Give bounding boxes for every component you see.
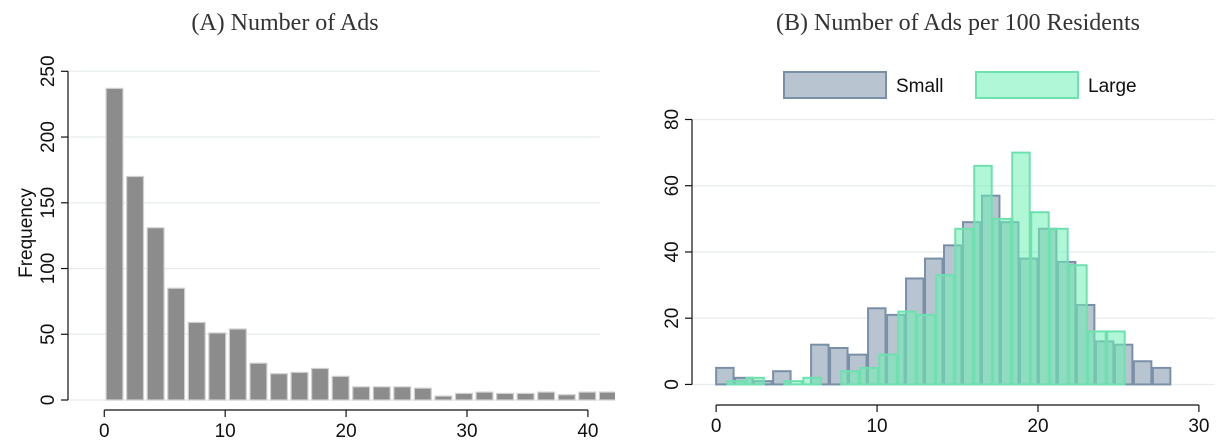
- histogram-bar-large: [1031, 212, 1048, 384]
- y-tick-label: 20: [662, 308, 683, 329]
- histogram-bar-large: [936, 275, 953, 384]
- histogram-bar: [168, 288, 185, 400]
- x-tick-label: 10: [866, 416, 887, 437]
- histogram-bar-large: [841, 371, 858, 384]
- histogram-bar: [209, 333, 226, 400]
- histogram-bar: [476, 392, 493, 400]
- y-tick-label: 80: [662, 109, 683, 130]
- histogram-bar-large: [1069, 265, 1086, 384]
- histogram-bar: [599, 392, 615, 400]
- histogram-bar: [291, 372, 308, 400]
- legend-swatch-large: [976, 72, 1078, 98]
- histogram-bar: [106, 88, 123, 400]
- histogram-bar-large: [860, 368, 877, 385]
- y-tick-label: 50: [38, 324, 59, 345]
- histogram-bar: [188, 322, 205, 400]
- x-tick-label: 30: [1188, 416, 1209, 437]
- y-tick-label: 60: [662, 175, 683, 196]
- histogram-bar: [271, 374, 288, 400]
- histogram-bar: [414, 388, 431, 400]
- histogram-bar-small: [1153, 368, 1170, 385]
- y-tick-label: 40: [662, 241, 683, 262]
- x-tick-label: 10: [215, 421, 236, 442]
- histogram-bar-large: [727, 381, 744, 384]
- chart-a-ylabel: Frequency: [16, 188, 37, 278]
- histogram-bar-large: [974, 166, 991, 385]
- histogram-bar-large: [993, 219, 1010, 385]
- x-tick-label: 20: [336, 421, 357, 442]
- chart-b-title: (B) Number of Ads per 100 Residents: [776, 10, 1140, 36]
- x-tick-label: 30: [456, 421, 477, 442]
- histogram-bar-small: [1134, 361, 1151, 384]
- panel-b-ads-per-100-residents: (B) Number of Ads per 100 Residents Smal…: [615, 0, 1231, 442]
- histogram-bar: [394, 387, 411, 400]
- histogram-bar: [353, 387, 370, 400]
- histogram-bar-large: [746, 378, 763, 385]
- histogram-bar-large: [898, 312, 915, 385]
- histogram-bar-large: [955, 229, 972, 385]
- y-tick-label: 250: [38, 55, 59, 87]
- histogram-bar: [558, 395, 575, 400]
- legend-label-large: Large: [1088, 76, 1137, 97]
- histogram-bar: [312, 368, 329, 400]
- histogram-bar-large: [1050, 229, 1067, 385]
- histogram-bar-large: [1012, 153, 1029, 385]
- histogram-bar: [497, 393, 514, 400]
- x-tick-label: 40: [577, 421, 598, 442]
- y-tick-label: 100: [38, 253, 59, 285]
- chart-a-title: (A) Number of Ads: [191, 10, 378, 36]
- y-tick-label: 0: [38, 395, 59, 406]
- histogram-bar-large: [917, 315, 934, 385]
- histogram-bar: [435, 396, 452, 400]
- x-tick-label: 20: [1027, 416, 1048, 437]
- histogram-bar: [332, 376, 349, 400]
- y-tick-label: 200: [38, 121, 59, 153]
- histogram-bar-large: [879, 355, 896, 385]
- histogram-b: (B) Number of Ads per 100 Residents Smal…: [615, 0, 1231, 442]
- histogram-bar: [127, 176, 144, 400]
- legend-swatch-small: [784, 72, 886, 98]
- histogram-bar: [250, 363, 267, 400]
- histogram-bar: [456, 393, 473, 400]
- histogram-bar-large: [803, 378, 820, 385]
- x-tick-label: 0: [711, 416, 722, 437]
- legend-label-small: Small: [896, 76, 944, 97]
- histogram-bar: [579, 392, 596, 400]
- histogram-bar: [373, 387, 390, 400]
- histogram-bar: [517, 393, 534, 400]
- x-tick-label: 0: [99, 421, 110, 442]
- panel-a-number-of-ads: (A) Number of Ads Frequency 0 50 100 150 200…: [0, 0, 615, 442]
- histogram-bar-large: [784, 381, 801, 384]
- y-tick-label: 150: [38, 187, 59, 219]
- histogram-bar: [229, 329, 246, 400]
- histogram-a: (A) Number of Ads Frequency 050100150200…: [0, 0, 615, 442]
- histogram-bar: [538, 392, 555, 400]
- histogram-bar-large: [1088, 331, 1105, 384]
- legend: Small Large: [784, 72, 1137, 98]
- histogram-bar: [147, 228, 164, 400]
- y-tick-label: 0: [662, 379, 683, 390]
- histogram-bar-large: [1107, 331, 1124, 384]
